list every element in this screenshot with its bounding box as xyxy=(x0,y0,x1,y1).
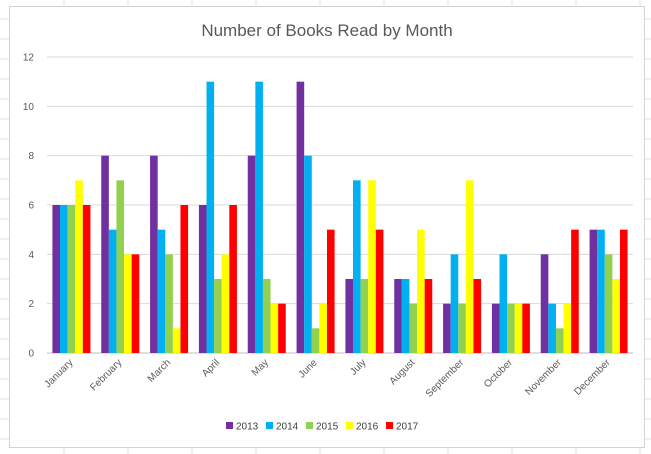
bar-2017-may xyxy=(278,303,286,353)
bar-2016-october xyxy=(514,303,523,353)
bar-2013-november xyxy=(540,254,549,353)
bar-series-group xyxy=(52,81,628,354)
y-tick-label: 2 xyxy=(28,299,34,310)
y-tick-label: 8 xyxy=(28,151,34,162)
y-tick-label: 12 xyxy=(23,53,35,64)
bar-2013-july xyxy=(345,279,354,353)
bar-2013-august xyxy=(394,279,402,353)
bar-2016-january xyxy=(75,180,83,353)
bar-2017-december xyxy=(619,229,628,353)
bar-2013-june xyxy=(296,81,305,354)
bar-2017-february xyxy=(131,254,140,353)
x-tick-label: November xyxy=(523,357,564,398)
bar-2014-march xyxy=(157,229,166,353)
legend-swatch-2016 xyxy=(346,422,353,429)
bar-2016-may xyxy=(270,303,279,353)
x-tick-label: December xyxy=(572,357,613,398)
legend-label: 2016 xyxy=(356,422,379,433)
bar-2017-march xyxy=(180,205,189,353)
legend-label: 2013 xyxy=(236,422,259,433)
bar-2013-september xyxy=(443,303,451,353)
bar-2015-june xyxy=(311,328,320,353)
legend-label: 2014 xyxy=(276,422,299,433)
legend-swatch-2014 xyxy=(266,422,273,429)
bar-2016-july xyxy=(368,180,376,353)
legend-swatch-2015 xyxy=(306,422,313,429)
x-tick-label: March xyxy=(146,357,173,384)
bar-2015-march xyxy=(165,254,173,353)
bar-2015-january xyxy=(67,205,76,353)
bar-2017-july xyxy=(375,229,384,353)
bar-2017-april xyxy=(229,205,237,353)
x-tick-label: January xyxy=(43,357,76,390)
bar-chart: Number of Books Read by Month 024681012 … xyxy=(23,21,633,433)
bar-2015-december xyxy=(604,254,613,353)
y-tick-label: 6 xyxy=(28,201,34,212)
legend-label: 2015 xyxy=(316,422,339,433)
bar-2015-july xyxy=(360,279,369,353)
bar-2013-april xyxy=(198,205,207,353)
gridlines xyxy=(47,56,633,354)
bar-2017-september xyxy=(473,279,482,353)
bar-2017-october xyxy=(522,303,530,353)
bar-2015-february xyxy=(116,180,125,353)
bar-2014-may xyxy=(255,81,263,354)
bar-2013-december xyxy=(589,229,598,353)
bar-2016-june xyxy=(319,303,327,353)
bar-2015-september xyxy=(458,303,466,353)
bar-2014-december xyxy=(597,229,605,353)
bar-2015-may xyxy=(262,279,271,353)
x-tick-label: April xyxy=(200,357,222,379)
bar-2014-february xyxy=(108,229,117,353)
bar-2017-november xyxy=(571,229,579,353)
bar-2016-march xyxy=(172,328,181,353)
x-axis-tick-labels: January February March April May June July Augu… xyxy=(43,357,614,400)
bar-2013-january xyxy=(52,205,61,353)
y-tick-label: 4 xyxy=(28,250,34,261)
x-tick-label: July xyxy=(348,357,368,377)
bar-2013-october xyxy=(491,303,500,353)
x-tick-label: August xyxy=(388,357,418,387)
bar-2015-august xyxy=(409,303,418,353)
bar-2016-september xyxy=(465,180,474,353)
bar-2016-november xyxy=(563,303,572,353)
x-tick-label: September xyxy=(424,357,467,400)
bar-2014-november xyxy=(548,303,556,353)
y-tick-label: 10 xyxy=(23,102,35,113)
bar-2013-march xyxy=(150,155,158,353)
bar-2014-april xyxy=(206,81,215,354)
bar-2013-may xyxy=(247,155,256,353)
bar-2017-june xyxy=(326,229,335,353)
legend-label: 2017 xyxy=(396,422,419,433)
bar-2014-january xyxy=(60,205,68,353)
legend: 2013 2014 2015 2016 2017 xyxy=(226,422,419,433)
bar-2016-december xyxy=(612,279,620,353)
bar-2014-august xyxy=(401,279,410,353)
legend-swatch-2017 xyxy=(386,422,393,429)
bar-2014-july xyxy=(353,180,361,353)
chart-title: Number of Books Read by Month xyxy=(201,21,452,40)
bar-2015-april xyxy=(214,279,222,353)
bar-2016-august xyxy=(417,229,425,353)
bar-2016-february xyxy=(124,254,132,353)
bar-2013-february xyxy=(101,155,109,353)
x-tick-label: May xyxy=(250,357,271,378)
legend-swatch-2013 xyxy=(226,422,233,429)
bar-2016-april xyxy=(221,254,230,353)
bar-2014-june xyxy=(304,155,312,353)
x-tick-label: February xyxy=(88,357,124,393)
chart-area[interactable]: Number of Books Read by Month 0 2 4 6 8 10 12 … xyxy=(9,6,645,448)
bar-2015-october xyxy=(507,303,515,353)
bar-2017-january xyxy=(82,205,91,353)
y-axis-tick-labels: 0 2 4 6 8 10 12 xyxy=(23,53,35,360)
bar-2015-november xyxy=(555,328,564,353)
bar-2014-september xyxy=(450,254,459,353)
y-tick-label: 0 xyxy=(28,349,34,360)
bar-2017-august xyxy=(424,279,433,353)
bar-2014-october xyxy=(499,254,508,353)
x-tick-label: June xyxy=(297,357,320,380)
x-tick-label: October xyxy=(482,357,515,390)
